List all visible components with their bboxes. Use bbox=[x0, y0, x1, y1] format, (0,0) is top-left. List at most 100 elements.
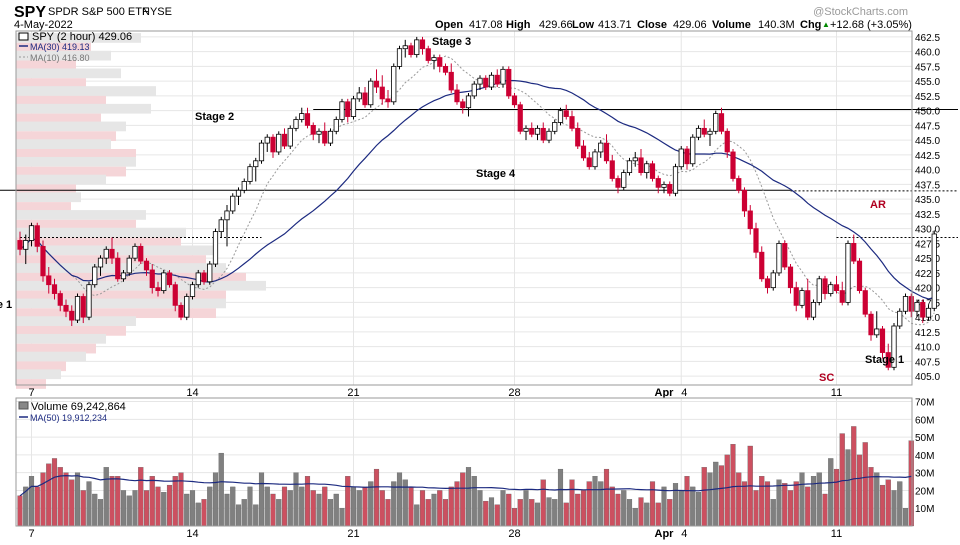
candle-down bbox=[529, 122, 535, 138]
candle-body bbox=[506, 68, 512, 97]
candle-body bbox=[793, 287, 799, 306]
vbp-up-bar bbox=[16, 280, 266, 291]
volume-bar bbox=[563, 502, 569, 527]
candle-body bbox=[557, 110, 564, 123]
candle-body bbox=[856, 260, 863, 292]
x-tick-label-top: 11 bbox=[831, 387, 842, 399]
candle-up bbox=[293, 116, 299, 132]
candle-body bbox=[569, 116, 575, 129]
price-tick-label: 460.0 bbox=[915, 48, 940, 59]
candle-down bbox=[759, 246, 765, 282]
x-tick-label-bottom: Apr bbox=[655, 528, 675, 540]
candle-body bbox=[425, 48, 431, 61]
volume-bar bbox=[46, 463, 52, 527]
candle-body bbox=[724, 130, 730, 153]
x-tick-label-top: Apr bbox=[655, 387, 675, 399]
candle-body bbox=[212, 231, 219, 265]
vbp-up-bar bbox=[16, 298, 226, 309]
candle-down bbox=[730, 149, 736, 182]
x-tick-label-top: 21 bbox=[347, 387, 359, 399]
candle-body bbox=[494, 74, 500, 85]
high-value: 429.66 bbox=[539, 19, 573, 31]
candle-body bbox=[28, 225, 35, 241]
vbp-up-bar bbox=[16, 33, 141, 43]
ma10-legend: MA(10) 416.80 bbox=[30, 53, 90, 63]
volume-bar bbox=[34, 486, 40, 527]
volume-bar bbox=[523, 490, 529, 527]
price-tick-label: 430.0 bbox=[915, 225, 940, 236]
volume-bar bbox=[592, 476, 598, 527]
candle-down bbox=[379, 75, 385, 105]
volume-bar bbox=[477, 490, 483, 527]
candle-body bbox=[17, 240, 23, 250]
vbp-up-bar bbox=[16, 174, 106, 185]
vbp-up-bar bbox=[16, 333, 106, 344]
candle-body bbox=[253, 160, 259, 168]
candle-body bbox=[132, 245, 138, 259]
volume-bar bbox=[391, 481, 397, 527]
candle-down bbox=[805, 278, 811, 321]
candle-body bbox=[166, 272, 173, 286]
candle-up bbox=[925, 305, 932, 321]
candle-down bbox=[483, 75, 489, 90]
candle-up bbox=[621, 169, 627, 191]
volume-bar bbox=[218, 452, 224, 527]
candle-down bbox=[425, 45, 431, 64]
candle-body bbox=[920, 301, 926, 318]
volume-bar bbox=[276, 499, 282, 527]
volume-bar bbox=[718, 465, 725, 527]
volume-panel-border bbox=[15, 397, 913, 527]
volume-bar bbox=[253, 504, 259, 527]
candle-up bbox=[678, 146, 684, 170]
volume-bar bbox=[362, 486, 368, 527]
candle-down bbox=[793, 281, 799, 312]
volume-bar bbox=[684, 476, 690, 527]
candle-down bbox=[17, 231, 23, 256]
volume-bar bbox=[730, 444, 736, 527]
candle-down bbox=[345, 98, 351, 123]
volume-legend-swatch bbox=[18, 401, 29, 410]
candle-body bbox=[736, 178, 742, 191]
chg-label: Chg bbox=[800, 19, 821, 31]
price-tick-label: 437.5 bbox=[915, 180, 940, 191]
candle-down bbox=[80, 293, 86, 324]
candle-body bbox=[161, 272, 167, 291]
candle-body bbox=[776, 242, 782, 274]
volume-bar bbox=[690, 486, 696, 527]
candle-down bbox=[868, 311, 874, 341]
candle-body bbox=[747, 210, 753, 230]
volume-bar bbox=[322, 486, 328, 527]
volume-bar bbox=[155, 486, 161, 527]
candle-body bbox=[649, 163, 656, 179]
volume-bar bbox=[115, 476, 121, 527]
chg-arrow-icon: ▲ bbox=[822, 20, 830, 29]
price-tick-label: 412.5 bbox=[915, 328, 940, 339]
open-label: Open bbox=[435, 19, 463, 31]
volume-bar bbox=[908, 440, 914, 527]
volume-bar bbox=[753, 490, 759, 527]
volume-bar bbox=[678, 490, 684, 527]
candle-body bbox=[92, 266, 98, 286]
candle-body bbox=[488, 74, 495, 88]
volume-tick-label: 40M bbox=[915, 451, 934, 462]
volume-bar bbox=[40, 472, 46, 527]
candle-up bbox=[97, 255, 104, 276]
candle-body bbox=[201, 272, 207, 283]
volume-bar bbox=[345, 476, 351, 527]
volume-bar bbox=[822, 493, 828, 527]
vbp-down-bar bbox=[16, 184, 76, 195]
candle-up bbox=[189, 281, 196, 300]
candle-body bbox=[701, 127, 707, 135]
vbp-up-bar bbox=[16, 316, 136, 326]
volume-bar bbox=[649, 481, 656, 527]
candle-up bbox=[368, 78, 374, 108]
candle-up bbox=[333, 116, 339, 135]
annotation-stage3: Stage 3 bbox=[432, 36, 471, 48]
volume-bar bbox=[465, 467, 472, 527]
candle-down bbox=[373, 69, 380, 93]
vbp-down-bar bbox=[16, 237, 181, 248]
vbp-up-bar bbox=[16, 103, 151, 114]
candle-body bbox=[914, 301, 920, 312]
candle-body bbox=[707, 130, 713, 135]
